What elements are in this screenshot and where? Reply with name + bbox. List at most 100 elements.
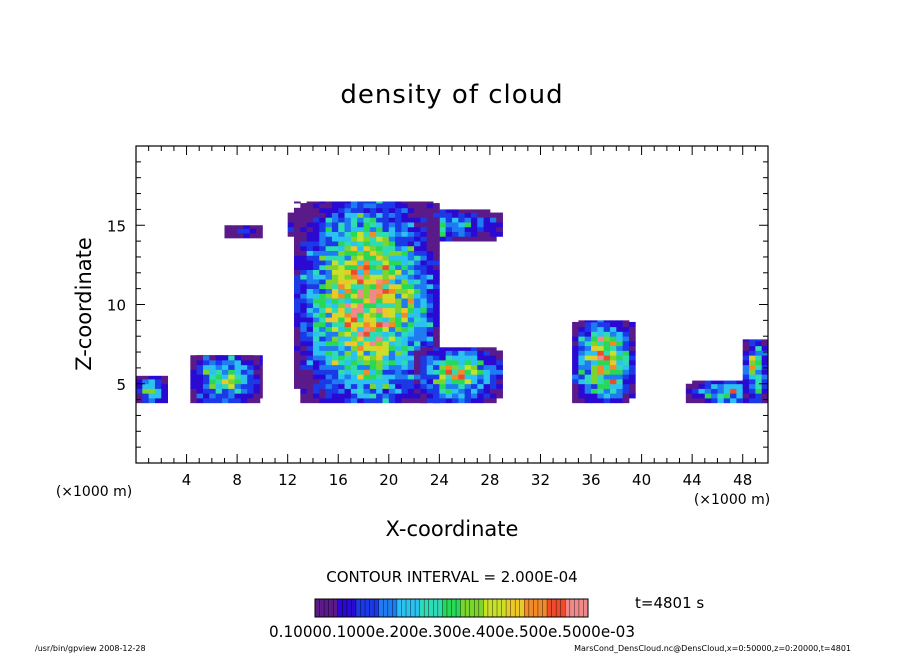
cloud-cell: [698, 393, 706, 399]
cloud-cell: [300, 321, 308, 328]
cloud-cell: [338, 326, 345, 332]
cloud-cell: [306, 312, 314, 318]
cloud-cell: [761, 393, 769, 399]
colorbar-swatch: [510, 599, 516, 617]
cloud-cell: [610, 345, 617, 351]
cloud-cell: [578, 364, 586, 370]
cloud-cell: [433, 236, 440, 242]
colorbar-swatch: [324, 599, 330, 617]
cloud-cell: [306, 212, 314, 218]
cloud-cell: [407, 283, 415, 290]
cloud-cell: [433, 359, 440, 366]
cloud-cell: [294, 369, 301, 375]
cloud-cell: [685, 383, 693, 389]
cloud-cell: [253, 364, 261, 370]
colorbar-swatch: [406, 599, 412, 617]
cloud-cell: [483, 217, 491, 223]
cloud-cell: [338, 307, 345, 313]
cloud-cell: [578, 336, 586, 342]
cloud-cell: [761, 340, 769, 347]
cloud-cell: [338, 345, 345, 351]
cloud-cell: [215, 374, 223, 380]
cloud-cell: [426, 312, 434, 318]
cloud-cell: [376, 264, 383, 271]
cloud-cell: [312, 279, 320, 285]
cloud-cell: [338, 336, 345, 342]
cloud-cell: [357, 374, 364, 380]
cloud-cell: [395, 226, 402, 232]
cloud-cell: [312, 203, 320, 209]
cloud-cell: [414, 379, 421, 385]
cloud-cell: [395, 355, 402, 361]
cloud-region: [742, 339, 769, 404]
cloud-cell: [350, 345, 358, 351]
cloud-cell: [578, 379, 586, 385]
cloud-cell: [388, 340, 396, 347]
cloud-cell: [294, 250, 301, 256]
cloud-cell: [376, 217, 383, 223]
cloud-cell: [452, 226, 459, 232]
cloud-cell: [357, 201, 364, 204]
cloud-cell: [483, 383, 491, 389]
cloud-cell: [401, 298, 409, 304]
cloud-cell: [369, 312, 377, 318]
cloud-cell: [483, 222, 491, 228]
cloud-cell: [382, 217, 390, 223]
cloud-cell: [294, 317, 301, 323]
cloud-cell: [382, 398, 390, 404]
cloud-cell: [319, 383, 326, 389]
cloud-cell: [736, 393, 744, 399]
cloud-cell: [388, 326, 396, 332]
cloud-cell: [369, 245, 377, 251]
cloud-cell: [395, 293, 402, 299]
cloud-region: [414, 347, 503, 404]
cloud-cell: [325, 255, 333, 261]
cloud-cell: [433, 212, 440, 218]
cloud-cell: [401, 274, 409, 280]
cloud-cell: [628, 364, 636, 370]
cloud-cell: [331, 312, 339, 318]
cloud-cell: [628, 340, 636, 347]
cloud-cell: [376, 201, 383, 204]
cloud-cell: [483, 236, 491, 242]
cloud-cell: [319, 374, 326, 380]
cloud-cell: [414, 359, 421, 366]
cloud-cell: [350, 350, 358, 356]
cloud-cell: [489, 355, 497, 361]
colorbar-swatch: [583, 599, 589, 617]
cloud-cell: [344, 260, 352, 266]
cloud-cell: [306, 331, 314, 337]
cloud-cell: [433, 350, 440, 356]
cloud-cell: [597, 355, 605, 361]
cloud-cell: [312, 350, 320, 356]
cloud-cell: [572, 331, 579, 337]
cloud-cell: [382, 379, 390, 385]
cloud-cell: [401, 302, 409, 309]
cloud-cell: [338, 331, 345, 337]
cloud-cell: [363, 393, 371, 399]
cloud-cell: [228, 393, 235, 399]
cloud-cell: [215, 398, 223, 404]
cloud-cell: [357, 359, 364, 366]
cloud-cell: [312, 321, 320, 328]
cloud-cell: [578, 326, 586, 332]
cloud-cell: [616, 321, 624, 328]
cloud-cell: [369, 236, 377, 242]
cloud-cell: [325, 226, 333, 232]
cloud-cell: [338, 212, 345, 218]
cloud-cell: [723, 388, 731, 394]
cloud-cell: [234, 355, 242, 361]
cloud-cell: [622, 383, 630, 389]
cloud-cell: [426, 274, 434, 280]
cloud-cell: [350, 207, 358, 213]
cloud-cell: [312, 283, 320, 290]
cloud-cell: [439, 355, 447, 361]
cloud-cell: [382, 388, 390, 394]
cloud-cell: [259, 374, 263, 380]
cloud-cell: [376, 350, 383, 356]
cloud-cell: [350, 250, 358, 256]
contour-interval: CONTOUR INTERVAL = 2.000E-04: [326, 568, 577, 586]
cloud-cell: [407, 345, 415, 351]
cloud-cell: [610, 388, 617, 394]
cloud-cell: [433, 279, 440, 285]
